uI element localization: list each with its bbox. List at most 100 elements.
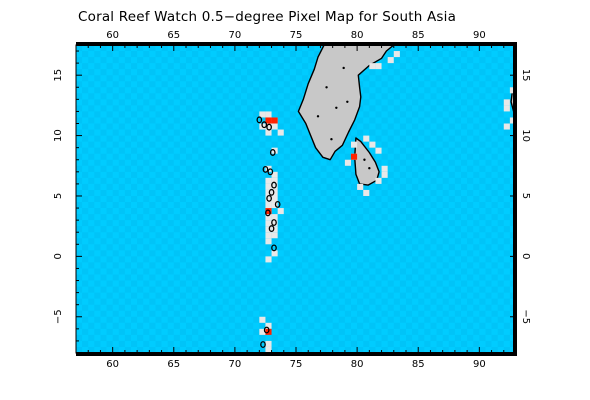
inland-speck	[330, 138, 333, 141]
reef-pixel	[387, 57, 394, 64]
island-outline	[268, 225, 275, 233]
reef-pixel	[265, 226, 272, 233]
island-outline	[268, 188, 275, 196]
reef-pixel	[271, 189, 278, 196]
reef-pixel	[393, 51, 400, 58]
lat-tick-label-left: 10	[53, 129, 64, 142]
reef-pixel	[259, 316, 266, 323]
island-outline-layer	[256, 116, 281, 348]
map-plot-area	[76, 45, 516, 353]
ocean-checker-pixels	[76, 45, 516, 353]
reef-pixel	[271, 220, 278, 227]
lon-tick-label-top: 75	[290, 30, 303, 41]
lon-tick-label-top: 60	[106, 30, 119, 41]
inland-speck	[363, 158, 366, 161]
island-outline	[274, 200, 281, 208]
reef-pixel	[271, 250, 278, 257]
inland-speck	[316, 115, 320, 118]
reef-pixel	[271, 195, 278, 203]
lon-tick-label-bottom: 90	[473, 359, 486, 370]
highlight-pixel	[271, 117, 278, 124]
axis-ticks: 60 60 65 65 70 70 75 75 80 80 85 85 90 90 −5 −5 0 0 5 5 10 10…	[53, 30, 531, 370]
reef-pixel	[265, 346, 272, 353]
reef-pixel	[357, 183, 364, 190]
lat-tick-label-left: 5	[53, 193, 64, 199]
reef-pixel	[265, 340, 272, 347]
highlight-pixel	[265, 117, 272, 124]
lat-tick-label-left: 15	[53, 69, 64, 82]
reef-pixel	[363, 189, 370, 196]
lat-tick-label-left: −5	[53, 309, 64, 324]
reef-pixel	[265, 111, 272, 118]
lon-tick-label-bottom: 75	[290, 359, 303, 370]
lat-tick-label-left: 0	[53, 253, 64, 259]
reef-pixel	[509, 117, 516, 124]
reef-pixel	[277, 208, 284, 215]
lat-tick-label-right: 15	[520, 69, 531, 82]
reef-pixel	[265, 322, 272, 329]
bottom-frame-bar	[76, 352, 516, 356]
reef-pixel	[259, 328, 266, 335]
reef-pixel	[265, 129, 272, 136]
island-outline	[261, 121, 268, 129]
reef-pixel	[265, 256, 272, 263]
inland-speck	[346, 100, 349, 103]
reef-pixel	[271, 226, 278, 233]
island-outline	[267, 168, 274, 176]
reef-pixel	[271, 123, 278, 130]
island-outline	[263, 326, 270, 334]
island-outline	[266, 123, 272, 131]
reef-pixel	[265, 202, 272, 209]
map-title: Coral Reef Watch 0.5−degree Pixel Map fo…	[78, 9, 457, 25]
reef-pixel	[375, 177, 382, 184]
reef-pixel	[344, 159, 351, 166]
lat-tick-label-right: 0	[520, 253, 531, 259]
island-outline	[271, 219, 277, 227]
reef-pixel	[271, 214, 278, 221]
reef-pixel	[271, 171, 278, 178]
right-frame-bar	[513, 42, 517, 356]
island-outline	[265, 209, 271, 217]
reef-pixel	[265, 214, 272, 221]
reef-pixel	[509, 87, 516, 94]
reef-pixel-layer	[259, 51, 516, 353]
lon-tick-label-bottom: 60	[106, 359, 119, 370]
ocean-checker-layer	[76, 45, 516, 353]
reef-pixel	[271, 202, 278, 209]
inland-speck	[368, 167, 371, 170]
reef-pixel	[265, 195, 272, 203]
lon-tick-label-top: 80	[351, 30, 364, 41]
reef-pixel	[363, 135, 370, 142]
lon-tick-label-bottom: 80	[351, 359, 364, 370]
top-frame-bar	[76, 42, 516, 46]
inland-speck	[325, 86, 328, 89]
inland-speck	[342, 66, 345, 70]
lon-tick-label-top: 65	[167, 30, 180, 41]
reef-pixel	[271, 232, 278, 239]
reef-pixel	[503, 105, 510, 112]
island-outline	[271, 181, 277, 189]
highlight-pixel	[265, 208, 272, 215]
island-outline	[271, 244, 277, 252]
lon-tick-label-top: 70	[229, 30, 242, 41]
reef-pixel	[265, 123, 272, 130]
reef-pixel	[265, 183, 272, 190]
reef-pixel	[381, 171, 388, 178]
reef-pixel	[259, 111, 266, 118]
highlight-pixel	[351, 153, 358, 160]
reef-pixel	[265, 189, 272, 196]
lon-tick-label-top: 85	[412, 30, 425, 41]
lon-tick-label-bottom: 65	[167, 359, 180, 370]
island-outline	[256, 116, 263, 124]
island-outline	[269, 149, 276, 156]
reef-pixel	[265, 220, 272, 227]
reef-pixel	[503, 99, 510, 106]
reef-pixel	[503, 123, 510, 130]
island-outline	[260, 341, 266, 348]
reef-pixel	[265, 238, 272, 245]
lat-tick-label-right: 5	[520, 193, 531, 199]
inland-speck	[335, 106, 338, 110]
lat-tick-label-right: −5	[520, 309, 531, 324]
reef-pixel	[369, 141, 376, 148]
